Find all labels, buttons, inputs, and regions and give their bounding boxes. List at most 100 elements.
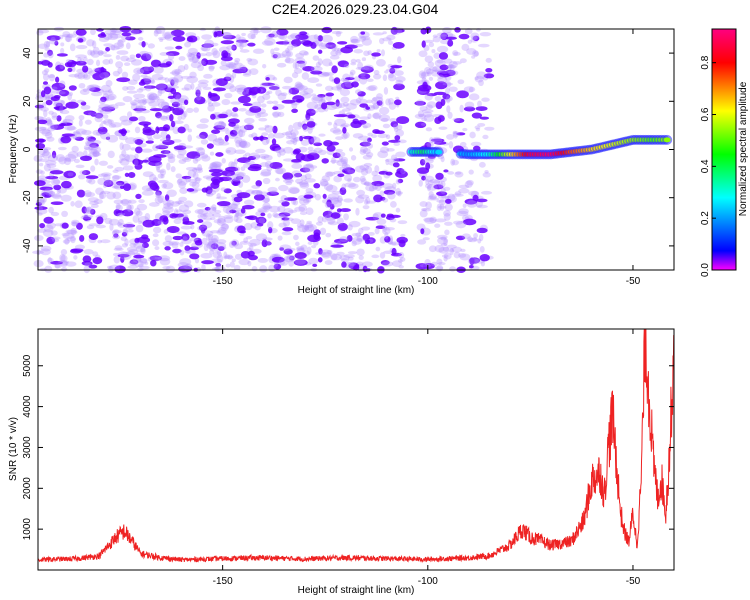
noise-point bbox=[152, 144, 160, 152]
noise-point bbox=[387, 40, 394, 45]
noise-point bbox=[370, 104, 380, 109]
noise-point bbox=[211, 102, 221, 107]
noise-point bbox=[143, 66, 154, 72]
noise-point bbox=[187, 169, 197, 178]
noise-point bbox=[379, 37, 385, 45]
noise-point bbox=[216, 246, 227, 250]
noise-point bbox=[273, 132, 285, 139]
noise-point bbox=[383, 87, 389, 95]
noise-point bbox=[365, 216, 379, 221]
noise-point bbox=[235, 166, 240, 172]
noise-point bbox=[474, 125, 481, 130]
noise-point bbox=[177, 178, 183, 184]
noise-point bbox=[130, 102, 137, 106]
noise-point bbox=[164, 150, 170, 157]
noise-point bbox=[113, 255, 121, 264]
noise-point bbox=[79, 58, 85, 64]
noise-point bbox=[397, 220, 408, 225]
noise-point bbox=[292, 62, 298, 69]
noise-point bbox=[268, 83, 280, 91]
noise-point bbox=[278, 258, 289, 266]
noise-point bbox=[333, 77, 341, 85]
noise-point bbox=[426, 93, 438, 97]
noise-point bbox=[148, 95, 153, 100]
noise-point bbox=[107, 150, 115, 159]
noise-point bbox=[335, 82, 345, 90]
noise-point bbox=[242, 103, 253, 107]
noise-point bbox=[129, 100, 140, 106]
noise-point bbox=[83, 190, 92, 198]
noise-point bbox=[55, 76, 60, 83]
noise-point bbox=[368, 84, 378, 92]
noise-point bbox=[396, 116, 410, 125]
noise-point bbox=[189, 71, 197, 79]
noise-point bbox=[174, 68, 182, 75]
noise-point bbox=[80, 215, 92, 220]
noise-point bbox=[117, 223, 128, 228]
noise-point bbox=[275, 149, 281, 154]
noise-point bbox=[87, 136, 97, 142]
noise-point bbox=[361, 226, 371, 231]
noise-point bbox=[113, 184, 122, 189]
noise-point bbox=[333, 47, 340, 52]
noise-point bbox=[74, 244, 86, 250]
noise-point bbox=[428, 190, 434, 198]
noise-point bbox=[288, 124, 294, 133]
noise-point bbox=[281, 132, 293, 136]
noise-point bbox=[389, 67, 396, 74]
noise-point bbox=[472, 237, 478, 242]
noise-point bbox=[37, 149, 46, 155]
noise-point bbox=[337, 195, 343, 203]
noise-point bbox=[261, 132, 269, 136]
noise-point bbox=[457, 79, 465, 85]
noise-point bbox=[310, 70, 323, 75]
noise-point bbox=[138, 264, 144, 268]
noise-point bbox=[246, 236, 253, 240]
noise-point bbox=[278, 184, 289, 192]
noise-point bbox=[432, 34, 438, 38]
noise-point bbox=[128, 116, 139, 122]
noise-point bbox=[417, 239, 427, 245]
noise-point bbox=[366, 99, 373, 104]
noise-point bbox=[437, 76, 448, 84]
signal-point bbox=[663, 137, 671, 143]
noise-point bbox=[194, 239, 203, 246]
noise-point bbox=[320, 249, 332, 258]
noise-point bbox=[384, 70, 389, 74]
noise-point bbox=[347, 224, 353, 231]
noise-point bbox=[83, 144, 91, 151]
noise-point bbox=[107, 134, 119, 143]
noise-point bbox=[302, 164, 315, 173]
noise-point bbox=[427, 61, 435, 68]
noise-point bbox=[295, 241, 300, 247]
noise-point bbox=[195, 86, 202, 94]
noise-point bbox=[287, 88, 293, 95]
noise-point bbox=[65, 101, 79, 109]
noise-point bbox=[296, 181, 309, 185]
noise-point bbox=[443, 238, 448, 247]
noise-point bbox=[429, 137, 434, 144]
noise-point bbox=[475, 106, 488, 111]
noise-point bbox=[231, 44, 237, 51]
noise-point bbox=[484, 126, 495, 131]
noise-point bbox=[72, 133, 77, 140]
noise-point bbox=[197, 219, 204, 223]
noise-point bbox=[317, 49, 323, 54]
noise-point bbox=[466, 179, 474, 186]
noise-point bbox=[415, 99, 424, 107]
noise-point bbox=[224, 134, 229, 142]
noise-point bbox=[182, 209, 192, 215]
noise-point bbox=[453, 251, 461, 259]
noise-point bbox=[436, 32, 448, 37]
noise-point bbox=[463, 218, 477, 226]
noise-point bbox=[255, 216, 267, 225]
noise-point bbox=[88, 223, 101, 227]
noise-point bbox=[135, 108, 143, 113]
noise-point bbox=[231, 240, 237, 246]
noise-point bbox=[265, 91, 270, 95]
noise-point bbox=[386, 148, 395, 152]
noise-point bbox=[158, 170, 165, 174]
noise-point bbox=[456, 210, 469, 217]
